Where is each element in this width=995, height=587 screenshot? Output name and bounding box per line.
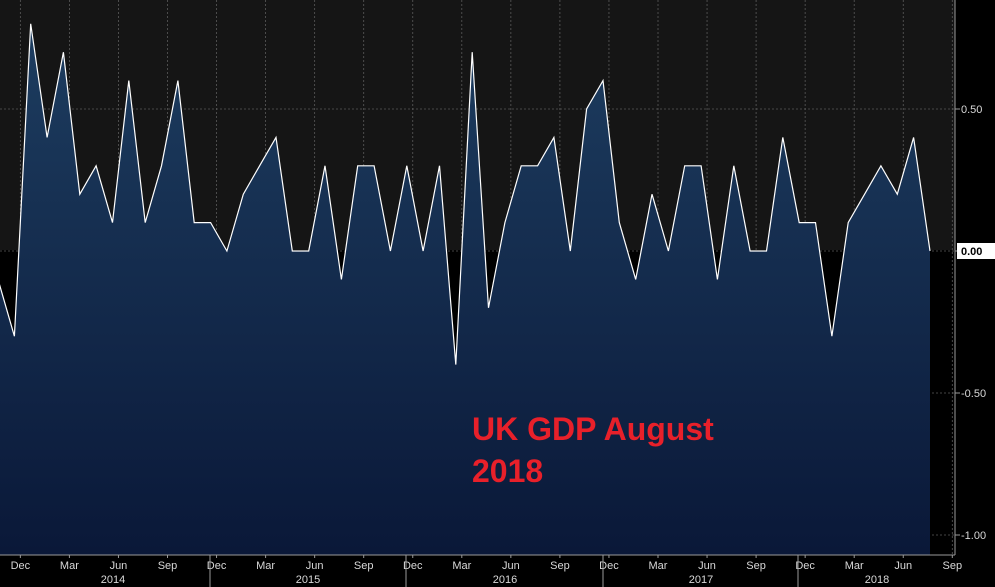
x-tick-label: Sep — [354, 560, 374, 572]
series-line — [0, 23, 931, 365]
x-tick-label: Sep — [746, 560, 766, 572]
x-tick-label: Jun — [502, 560, 520, 572]
x-tick-label: Sep — [943, 560, 963, 572]
x-tick-label: Dec — [403, 560, 423, 572]
last-value-badge-text: 0.00 — [961, 246, 982, 258]
last-value-badge: 0.00 — [957, 243, 995, 259]
y-tick-label: -1.00 — [961, 530, 986, 542]
annotation-line-1: UK GDP August — [472, 411, 714, 447]
chart-annotation: UK GDP August 2018 — [472, 408, 714, 492]
x-tick-label: Mar — [845, 560, 864, 572]
year-label: 2014 — [101, 574, 125, 586]
year-label: 2017 — [689, 574, 713, 586]
x-tick-label: Sep — [550, 560, 570, 572]
year-label: 2018 — [865, 574, 889, 586]
x-tick-label: Jun — [306, 560, 324, 572]
x-tick-label: Sep — [158, 560, 178, 572]
x-tick-label: Mar — [452, 560, 471, 572]
year-label: 2016 — [493, 574, 517, 586]
x-tick-label: Mar — [649, 560, 668, 572]
y-axis: 0.50 -0.50 -1.00 — [954, 0, 986, 555]
x-tick-label: Jun — [110, 560, 128, 572]
x-tick-label: Jun — [698, 560, 716, 572]
x-tick-label: Dec — [795, 560, 815, 572]
y-tick-label: 0.50 — [961, 104, 982, 116]
x-tick-label: Dec — [11, 560, 31, 572]
x-axis: Dec Mar Jun Sep Dec Mar Jun Sep Dec Mar Jun Sep Dec M… — [0, 554, 963, 587]
x-tick-label: Mar — [60, 560, 79, 572]
year-label: 2015 — [296, 574, 320, 586]
y-tick-label: -0.50 — [961, 388, 986, 400]
annotation-line-2: 2018 — [472, 453, 544, 489]
x-tick-label: Mar — [256, 560, 275, 572]
x-tick-label: Dec — [599, 560, 619, 572]
x-tick-label: Dec — [207, 560, 227, 572]
area-fill — [0, 23, 930, 555]
last-value-badge-bg — [957, 243, 995, 259]
x-tick-label: Jun — [894, 560, 912, 572]
